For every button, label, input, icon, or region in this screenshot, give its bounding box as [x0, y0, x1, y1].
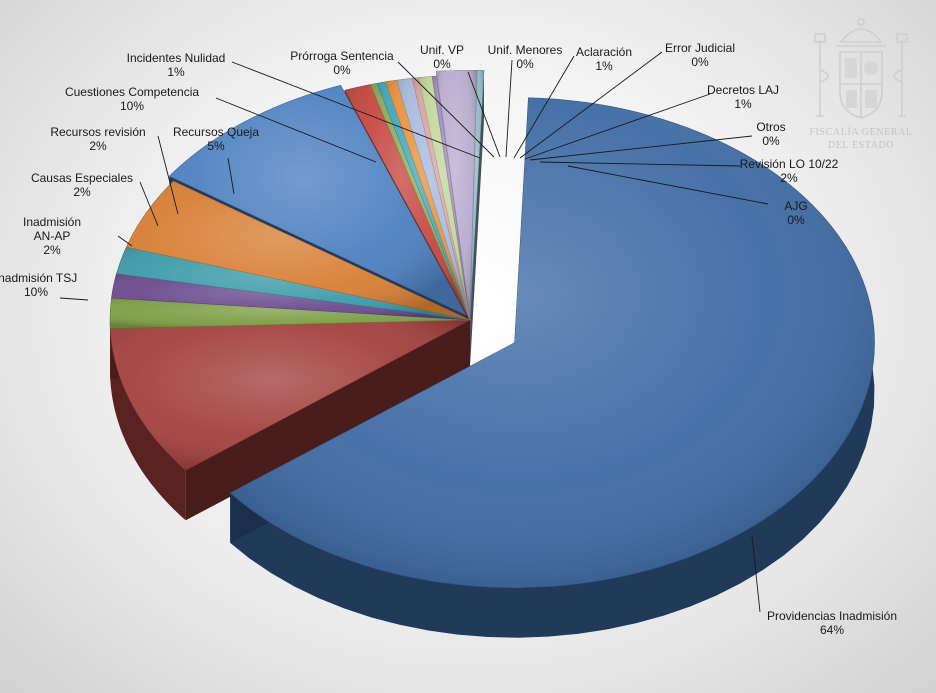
- leader-recursos-queja: [227, 157, 235, 195]
- data-label-unif-vp: Unif. VP: [420, 43, 464, 57]
- data-label-pct-inadmision-an-ap: 2%: [43, 243, 61, 257]
- data-label-unif-menores: Unif. Menores: [488, 43, 563, 57]
- data-label-recursos-queja: Recursos Queja: [173, 125, 259, 139]
- data-label-revision-lo-10-22: Revisión LO 10/22: [740, 157, 839, 171]
- data-label-pct-unif-menores: 0%: [516, 57, 534, 71]
- leader-revision-lo-10-22: [539, 161, 741, 167]
- slice-tops: [109, 69, 875, 588]
- data-label-pct-incidentes-nulidad: 1%: [167, 65, 185, 79]
- data-label-pct-revision-lo-10-22: 2%: [780, 171, 798, 185]
- data-label-pct-unif-vp: 0%: [433, 57, 451, 71]
- slice-gloss-cuestiones-competencia: [169, 85, 466, 315]
- slice-gloss-inadmision-tsj: [110, 320, 470, 471]
- logo-caption: FISCALÍA GENERAL DEL ESTADO: [800, 126, 922, 152]
- data-label-pct-prorroga-sentencia: 0%: [333, 63, 351, 77]
- slice-gloss-unif-vp: [376, 81, 470, 320]
- logo-line-1: FISCALÍA GENERAL: [809, 127, 913, 138]
- slice-gloss-prorroga-sentencia: [370, 83, 470, 320]
- data-label-pct-otros: 0%: [762, 134, 780, 148]
- data-label-pct-error-judicial: 0%: [691, 55, 709, 69]
- data-label-cuestiones-competencia: Cuestiones Competencia: [65, 85, 199, 99]
- leader-error-judicial: [519, 51, 663, 159]
- slice-side-inadmision-tsj: [110, 328, 186, 521]
- data-label-pct-causas-especiales: 2%: [73, 185, 91, 199]
- slice-gloss-ajg: [470, 70, 484, 316]
- data-label-aclaracion: Aclaración: [576, 45, 632, 59]
- data-label-pct-ajg: 0%: [787, 213, 805, 227]
- data-label-prorroga-sentencia: Prórroga Sentencia: [290, 49, 394, 63]
- slice-gloss-recursos-revision: [116, 247, 470, 320]
- data-label-otros: Otros: [756, 120, 785, 134]
- slice-gloss-aclaracion: [396, 78, 470, 320]
- data-label-incidentes-nulidad: Incidentes Nulidad: [127, 51, 226, 65]
- data-label-inadmision-an-ap-0: Inadmisión: [23, 215, 81, 229]
- slice-gloss-incidentes-nulidad: [344, 84, 470, 320]
- leader-unif-menores: [505, 59, 513, 158]
- data-label-inadmision-tsj: Inadmisión TSJ: [0, 271, 77, 285]
- data-label-causas-especiales: Causas Especiales: [31, 171, 133, 185]
- coat-of-arms-logo: [814, 18, 908, 119]
- leader-recursos-revision: [157, 135, 179, 215]
- leader-prorroga-sentencia: [397, 61, 495, 158]
- logo-line-2: DEL ESTADO: [827, 140, 895, 151]
- slice-gloss-decretos-laj: [418, 76, 470, 321]
- leader-lines: [59, 51, 769, 613]
- data-label-pct-recursos-queja: 5%: [207, 139, 225, 153]
- data-label-pct-providencias-inadmision: 64%: [820, 623, 844, 637]
- slice-side-providencias-inadmision: [230, 97, 875, 638]
- slice-gloss-unif-menores: [385, 80, 470, 320]
- leader-providencias-inadmision: [751, 535, 761, 613]
- leader-incidentes-nulidad: [231, 61, 481, 159]
- slice-gloss-error-judicial: [412, 77, 470, 320]
- leader-ajg: [567, 165, 769, 205]
- slice-gloss-providencias-inadmision: [230, 97, 875, 588]
- leader-inadmision-an-ap: [117, 235, 133, 247]
- data-label-pct-inadmision-tsj: 10%: [24, 285, 48, 299]
- data-label-inadmision-an-ap-1: AN-AP: [34, 229, 71, 243]
- data-label-ajg: AJG: [784, 199, 807, 213]
- leader-cuestiones-competencia: [215, 97, 377, 163]
- leader-otros: [529, 135, 753, 161]
- data-label-decretos-laj: Decretos LAJ: [707, 83, 779, 97]
- data-label-pct-recursos-revision: 2%: [89, 139, 107, 153]
- leader-inadmision-tsj: [59, 297, 89, 301]
- data-label-error-judicial: Error Judicial: [665, 41, 735, 55]
- slice-gloss-otros: [432, 76, 470, 320]
- slice-gloss-recursos-queja: [126, 181, 471, 320]
- leader-unif-vp: [467, 71, 501, 158]
- data-label-pct-aclaracion: 1%: [595, 59, 613, 73]
- leader-causas-especiales: [139, 181, 159, 227]
- data-label-pct-cuestiones-competencia: 10%: [120, 99, 144, 113]
- leader-decretos-laj: [524, 93, 711, 160]
- leader-aclaracion: [513, 55, 575, 159]
- slice-gloss-inadmision-an-ap: [109, 298, 470, 329]
- data-label-recursos-revision: Recursos revisión: [50, 125, 145, 139]
- data-label-pct-decretos-laj: 1%: [734, 97, 752, 111]
- data-label-providencias-inadmision: Providencias Inadmisión: [767, 609, 897, 623]
- slice-gloss-revision-lo-10-22: [436, 70, 477, 316]
